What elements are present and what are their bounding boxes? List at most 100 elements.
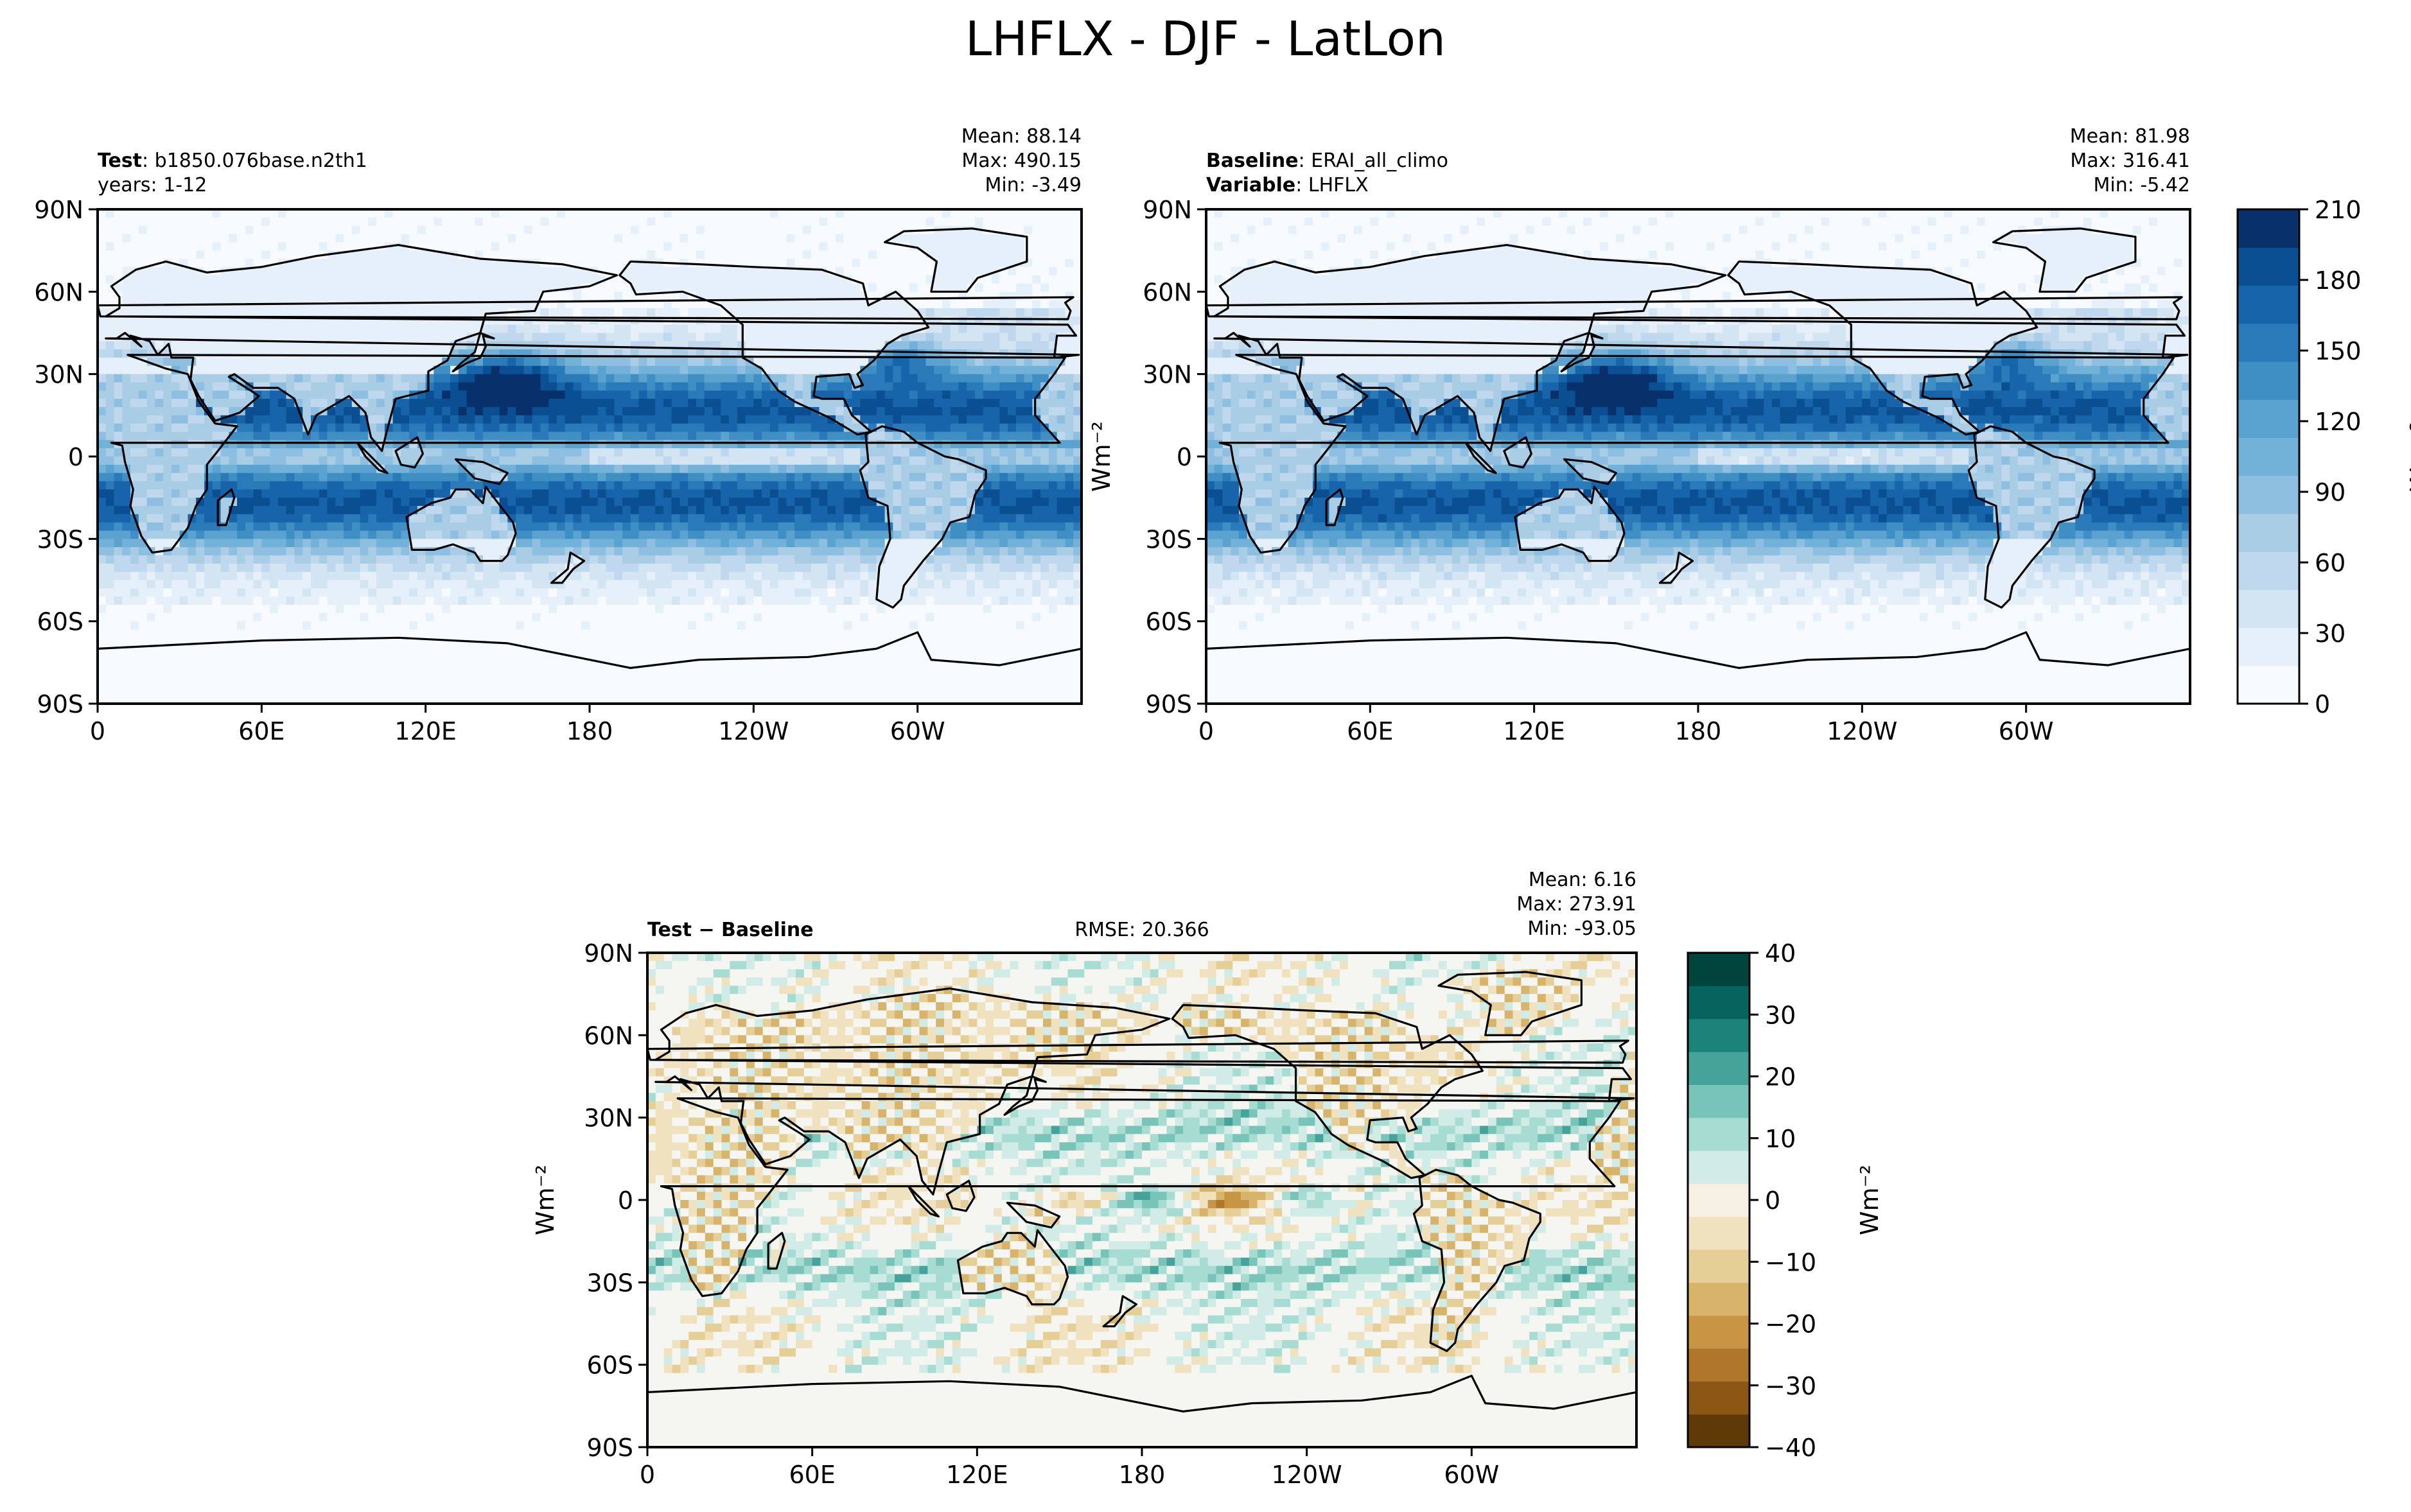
colorbar-swatch bbox=[2238, 323, 2299, 362]
y-tick-label: 30S bbox=[37, 525, 83, 553]
coastline bbox=[945, 1179, 976, 1212]
colorbar-label: Wm⁻² bbox=[1855, 1165, 1884, 1235]
x-tick-label: 180 bbox=[1675, 717, 1722, 745]
coastline bbox=[1003, 1075, 1047, 1117]
coastline bbox=[883, 227, 1028, 293]
colorbar-swatch bbox=[1688, 986, 1749, 1020]
y-tick-label: 30N bbox=[1143, 361, 1192, 389]
coastline bbox=[1967, 425, 2096, 609]
coastline bbox=[1992, 227, 2137, 293]
y-tick-label: 60N bbox=[584, 1021, 633, 1050]
colorbar-swatch bbox=[1688, 1151, 1749, 1184]
coastline bbox=[105, 244, 1080, 453]
x-tick-label: 120W bbox=[718, 717, 789, 745]
x-tick-label: 60W bbox=[890, 717, 945, 745]
y-tick-label: 30N bbox=[584, 1104, 633, 1133]
diff-map: 0 60E 120E 180 120W 60W 90N 60N 30N 0 30S 60S 90S Tes… bbox=[531, 869, 1638, 1489]
colorbar-swatch bbox=[2238, 247, 2299, 286]
y-tick-label: 60N bbox=[34, 278, 83, 306]
colorbar-swatch bbox=[2238, 209, 2299, 248]
coastline bbox=[907, 1185, 940, 1218]
colorbar-swatch bbox=[1688, 1018, 1749, 1052]
colorbar-swatch bbox=[1688, 1084, 1749, 1118]
x-tick-label: 0 bbox=[640, 1461, 655, 1489]
colorbar-swatch bbox=[1688, 1381, 1749, 1415]
coastline bbox=[1514, 485, 1626, 562]
colorbar-swatch bbox=[1688, 1414, 1749, 1448]
y-tick-label: 0 bbox=[68, 443, 83, 471]
y-tick-label: 0 bbox=[618, 1186, 633, 1215]
baseline-map-field bbox=[1206, 209, 2190, 704]
colorbar-tick-label: 40 bbox=[1765, 939, 1796, 968]
colorbar-tick-label: 120 bbox=[2315, 408, 2362, 436]
coastline bbox=[454, 458, 509, 485]
coastline bbox=[452, 331, 495, 373]
x-tick-label: 60W bbox=[1999, 717, 2054, 745]
coastline bbox=[550, 552, 586, 584]
stat-mean: Mean: 88.14 bbox=[961, 125, 1082, 148]
colorbar-tick-label: 30 bbox=[2315, 620, 2345, 648]
x-tick-label: 60E bbox=[789, 1461, 835, 1489]
colorbar-swatch bbox=[2238, 665, 2299, 704]
colorbar-tick-label: 0 bbox=[2315, 690, 2330, 718]
stat-max: Max: 490.15 bbox=[961, 150, 1082, 172]
colorbar-tick-label: 180 bbox=[2315, 266, 2362, 295]
coastline bbox=[1560, 331, 1604, 373]
coastline bbox=[356, 441, 389, 474]
x-tick-label: 120E bbox=[1503, 717, 1565, 745]
colorbar-tick-label: 30 bbox=[1765, 1001, 1796, 1029]
x-tick-label: 180 bbox=[566, 717, 613, 745]
coastline bbox=[660, 1097, 1621, 1298]
test-map: 0 60E 120E 180 120W 60W 90N 60N 30N 0 30S 60S 90S Tes… bbox=[34, 125, 1083, 745]
colorbar-top-frame bbox=[2236, 208, 2301, 705]
figure-title: LHFLX - DJF - LatLon bbox=[0, 12, 2411, 67]
colorbar-swatch bbox=[2238, 513, 2299, 552]
y-tick-label: 90N bbox=[1143, 196, 1192, 224]
y-tick-label: 90S bbox=[1146, 690, 1192, 718]
coastline bbox=[1206, 631, 2190, 704]
coastline bbox=[1213, 244, 2189, 453]
y-tick-label: 60S bbox=[37, 608, 83, 636]
y-tick-label: 60S bbox=[1146, 608, 1192, 636]
baseline-variable-label: Variable: LHFLX bbox=[1206, 174, 1369, 196]
coastline bbox=[1102, 1295, 1138, 1328]
stat-min: Min: -93.05 bbox=[1527, 917, 1636, 940]
colorbar-tick-label: 150 bbox=[2315, 337, 2362, 365]
coastline bbox=[1412, 1169, 1541, 1352]
colorbar-swatch bbox=[1688, 1216, 1749, 1250]
test-years-label: years: 1-12 bbox=[98, 174, 207, 196]
coastline bbox=[98, 631, 1082, 704]
coastline bbox=[859, 425, 987, 609]
colorbar-tick-label: 10 bbox=[1765, 1125, 1796, 1153]
colorbar-swatch bbox=[1688, 1315, 1749, 1349]
stat-max: Max: 273.91 bbox=[1516, 893, 1636, 916]
diff-ylabel: Wm⁻² bbox=[531, 1165, 559, 1235]
test-map-coastlines bbox=[98, 227, 1082, 704]
baseline-ylabel: Wm⁻² bbox=[1087, 421, 1116, 492]
y-tick-label: 30S bbox=[1146, 525, 1192, 553]
colorbar-swatch bbox=[1688, 1052, 1749, 1085]
x-tick-label: 60E bbox=[238, 717, 285, 745]
colorbar-swatch bbox=[2238, 589, 2299, 629]
colorbar-swatch bbox=[1688, 1117, 1749, 1151]
colorbar-swatch bbox=[1688, 1183, 1749, 1217]
x-tick-label: 120E bbox=[394, 717, 457, 745]
coastline bbox=[1325, 488, 1344, 526]
x-tick-label: 180 bbox=[1119, 1461, 1166, 1489]
colorbar-top: 0 30 60 90 120 150 180 210 Wm⁻² bbox=[2236, 196, 2411, 718]
y-tick-label: 30S bbox=[587, 1269, 633, 1297]
y-tick-label: 30N bbox=[34, 361, 83, 389]
coastline bbox=[110, 354, 1067, 554]
stat-mean: Mean: 81.98 bbox=[2070, 125, 2190, 148]
diff-rmse: RMSE: 20.366 bbox=[1074, 919, 1209, 941]
y-tick-label: 90N bbox=[34, 196, 83, 224]
diff-map-coastlines bbox=[647, 971, 1636, 1447]
colorbar-tick-label: −10 bbox=[1765, 1248, 1816, 1276]
colorbar-swatch bbox=[1688, 1348, 1749, 1382]
colorbar-tick-label: −30 bbox=[1765, 1372, 1816, 1400]
coastline bbox=[98, 296, 1074, 320]
coastline bbox=[394, 436, 425, 469]
coastline bbox=[405, 485, 517, 562]
coastline bbox=[1437, 971, 1582, 1036]
x-tick-label: 60E bbox=[1347, 717, 1393, 745]
